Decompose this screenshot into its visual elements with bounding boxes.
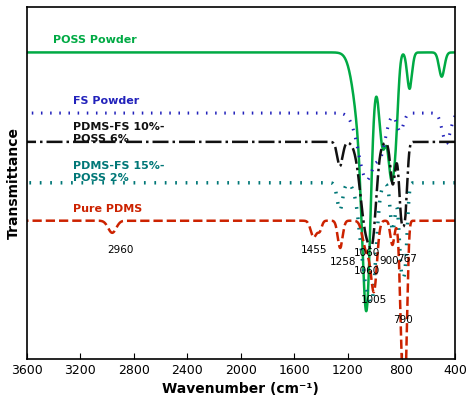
- Text: 767: 767: [397, 254, 417, 264]
- X-axis label: Wavenumber (cm⁻¹): Wavenumber (cm⁻¹): [163, 382, 319, 396]
- Text: PDMS-FS 15%-
POSS 2%: PDMS-FS 15%- POSS 2%: [73, 161, 165, 183]
- Text: 900: 900: [379, 256, 399, 266]
- Text: 1060: 1060: [354, 266, 380, 276]
- Text: Pure PDMS: Pure PDMS: [73, 204, 143, 214]
- Text: 1060: 1060: [354, 248, 380, 258]
- Text: 790: 790: [393, 315, 413, 325]
- Text: PDMS-FS 10%-
POSS 6%: PDMS-FS 10%- POSS 6%: [73, 122, 165, 143]
- Text: 2960: 2960: [107, 245, 134, 255]
- Text: 1005: 1005: [361, 295, 387, 305]
- Text: FS Powder: FS Powder: [73, 96, 140, 106]
- Text: 1455: 1455: [301, 245, 327, 255]
- Text: 1258: 1258: [329, 257, 356, 267]
- Y-axis label: Transmittance: Transmittance: [7, 127, 21, 239]
- Text: POSS Powder: POSS Powder: [53, 35, 137, 45]
